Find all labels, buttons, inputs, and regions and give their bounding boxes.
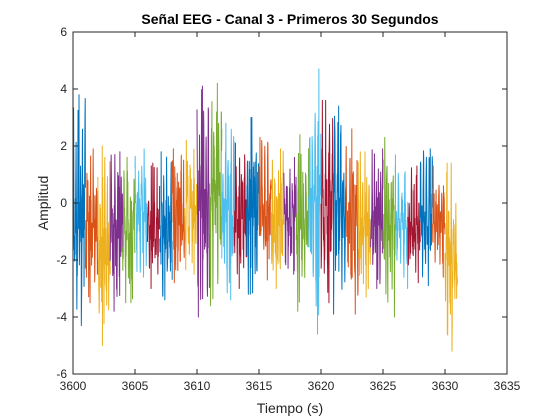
eeg-trace-segment (84, 148, 99, 304)
x-tick-label: 3600 (60, 379, 87, 393)
eeg-trace-segment (221, 122, 235, 301)
eeg-trace-segment (345, 128, 359, 315)
eeg-trace-segment (233, 142, 248, 289)
x-tick-label: 3615 (246, 379, 273, 393)
eeg-trace-segment (184, 139, 198, 275)
y-tick-label: 0 (60, 196, 67, 210)
y-ticks: -6 -4 -2 0 2 4 6 (56, 25, 507, 381)
eeg-trace-segment (134, 148, 148, 278)
y-axis-label: Amplitud (35, 176, 51, 230)
eeg-trace-segment (332, 105, 347, 315)
eeg-trace-segment (444, 162, 458, 352)
eeg-trace-segment (246, 117, 260, 295)
eeg-trace-segment (308, 68, 322, 335)
x-ticks: 3600 3605 3610 3615 3620 3625 3630 3635 (60, 32, 521, 393)
eeg-trace-segment (72, 94, 86, 327)
x-tick-label: 3610 (184, 379, 211, 393)
eeg-trace-segment (283, 156, 297, 275)
eeg-trace-segment (171, 148, 186, 284)
eeg-trace-segment (159, 151, 173, 301)
traces-group (72, 68, 458, 352)
x-tick-label: 3620 (308, 379, 335, 393)
x-tick-label: 3625 (370, 379, 397, 393)
x-tick-label: 3635 (494, 379, 521, 393)
eeg-trace-segment (208, 82, 223, 307)
eeg-trace-segment (432, 165, 446, 278)
eeg-trace-segment (122, 156, 136, 304)
eeg-trace-segment (295, 134, 310, 312)
x-tick-label: 3605 (122, 379, 149, 393)
y-tick-label: 2 (60, 139, 67, 153)
eeg-trace-segment (407, 165, 421, 284)
eeg-trace-segment (370, 148, 384, 289)
y-tick-label: 4 (60, 82, 67, 96)
x-axis-label: Tiempo (s) (257, 400, 323, 416)
eeg-trace-segment (270, 148, 285, 289)
eeg-trace-segment (357, 151, 372, 298)
eeg-trace-segment (382, 136, 396, 318)
eeg-trace-segment (146, 162, 161, 289)
eeg-trace-segment (196, 85, 210, 318)
y-tick-label: 6 (60, 25, 67, 39)
eeg-trace-segment (394, 154, 409, 289)
eeg-trace-segment (97, 145, 111, 346)
eeg-trace-segment (258, 136, 272, 281)
y-tick-label: -6 (56, 367, 67, 381)
eeg-trace-segment (320, 99, 334, 304)
chart-title: Señal EEG - Canal 3 - Primeros 30 Segund… (141, 11, 438, 27)
eeg-trace-segment (109, 151, 124, 312)
x-tick-label: 3630 (432, 379, 459, 393)
y-tick-label: -2 (56, 253, 67, 267)
eeg-trace-segment (419, 148, 434, 287)
y-tick-label: -4 (56, 310, 67, 324)
